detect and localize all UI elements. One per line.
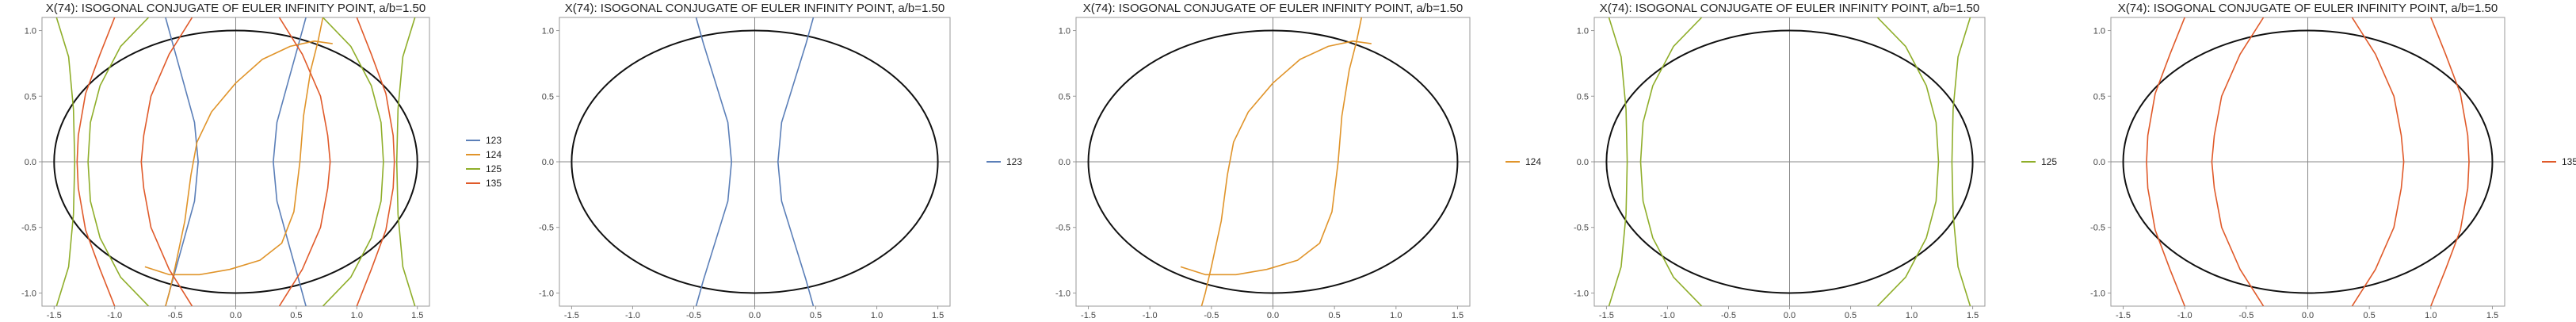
x-tick-label: 0.0: [1267, 311, 1279, 320]
x-tick-label: 1.5: [411, 311, 423, 320]
x-tick-label: -1.0: [1143, 311, 1158, 320]
chart-title: X(74): ISOGONAL CONJUGATE OF EULER INFIN…: [1600, 2, 1979, 15]
chart-panel-1: X(74): ISOGONAL CONJUGATE OF EULER INFIN…: [21, 2, 502, 320]
legend-label-124: 124: [1525, 156, 1541, 167]
x-tick-label: -1.5: [1081, 311, 1096, 320]
x-tick-label: -1.5: [47, 311, 62, 320]
x-tick-label: -1.0: [625, 311, 640, 320]
y-tick-label: 0.5: [2093, 92, 2105, 102]
chart-title: X(74): ISOGONAL CONJUGATE OF EULER INFIN…: [2118, 2, 2498, 15]
x-tick-label: 1.5: [1967, 311, 1979, 320]
y-tick-label: 1.0: [1059, 27, 1070, 36]
y-tick-label: 1.0: [2093, 27, 2105, 36]
x-tick-label: 0.0: [1784, 311, 1796, 320]
y-tick-label: 0.0: [1577, 158, 1589, 167]
y-tick-label: 0.0: [542, 158, 554, 167]
x-tick-label: 1.5: [932, 311, 944, 320]
series-124-curve-2: [1201, 41, 1371, 306]
y-tick-label: -0.5: [21, 224, 36, 233]
x-tick-label: -0.5: [1204, 311, 1219, 320]
y-tick-label: 0.0: [1059, 158, 1070, 167]
series-124-curve-1: [145, 17, 323, 274]
x-tick-label: 0.5: [810, 311, 822, 320]
legend-label-123: 123: [486, 135, 502, 146]
x-tick-label: 1.0: [871, 311, 883, 320]
y-tick-label: -1.0: [21, 289, 36, 298]
y-tick-label: -0.5: [1574, 224, 1589, 233]
y-tick-label: 1.0: [25, 27, 36, 36]
chart-panel-3: X(74): ISOGONAL CONJUGATE OF EULER INFIN…: [1055, 2, 1541, 320]
x-tick-label: -1.0: [107, 311, 122, 320]
x-tick-label: -0.5: [1721, 311, 1736, 320]
chart-panel-4: X(74): ISOGONAL CONJUGATE OF EULER INFIN…: [1574, 2, 2057, 320]
x-tick-label: -0.5: [2238, 311, 2254, 320]
x-tick-label: 0.0: [230, 311, 242, 320]
x-tick-label: 0.5: [1329, 311, 1341, 320]
x-tick-label: -1.0: [1660, 311, 1675, 320]
series-124-curve-2: [166, 41, 333, 306]
legend-label-135: 135: [486, 178, 502, 189]
y-tick-label: -0.5: [539, 224, 554, 233]
x-tick-label: -1.5: [2116, 311, 2131, 320]
y-tick-label: 0.5: [542, 92, 554, 102]
x-tick-label: 1.0: [351, 311, 363, 320]
chart-title: X(74): ISOGONAL CONJUGATE OF EULER INFIN…: [1083, 2, 1463, 15]
chart-title: X(74): ISOGONAL CONJUGATE OF EULER INFIN…: [565, 2, 945, 15]
y-tick-label: 0.5: [1577, 92, 1589, 102]
y-tick-label: -1.0: [1055, 289, 1070, 298]
y-tick-label: 0.0: [2093, 158, 2105, 167]
x-tick-label: -0.5: [168, 311, 183, 320]
y-tick-label: -1.0: [1574, 289, 1589, 298]
legend-label-125: 125: [486, 163, 502, 174]
x-tick-label: 1.5: [2486, 311, 2498, 320]
chart-panel-2: X(74): ISOGONAL CONJUGATE OF EULER INFIN…: [539, 2, 1022, 320]
y-tick-label: 1.0: [542, 27, 554, 36]
chart-panel-5: X(74): ISOGONAL CONJUGATE OF EULER INFIN…: [2090, 2, 2576, 320]
y-tick-label: -1.0: [539, 289, 554, 298]
y-tick-label: -1.0: [2090, 289, 2105, 298]
x-tick-label: -1.5: [1599, 311, 1614, 320]
legend-label-123: 123: [1006, 156, 1022, 167]
x-tick-label: 1.0: [2425, 311, 2437, 320]
x-tick-label: 0.0: [749, 311, 761, 320]
y-tick-label: 0.5: [1059, 92, 1070, 102]
x-tick-label: -1.5: [564, 311, 579, 320]
y-tick-label: 0.0: [25, 158, 36, 167]
x-tick-label: 0.5: [1845, 311, 1857, 320]
x-tick-label: 0.0: [2302, 311, 2314, 320]
y-tick-label: 0.5: [25, 92, 36, 102]
chart-title: X(74): ISOGONAL CONJUGATE OF EULER INFIN…: [46, 2, 426, 15]
x-tick-label: 1.0: [1906, 311, 1918, 320]
y-tick-label: -0.5: [1055, 224, 1070, 233]
x-tick-label: 0.5: [290, 311, 302, 320]
y-tick-label: -0.5: [2090, 224, 2105, 233]
x-tick-label: 1.0: [1390, 311, 1402, 320]
x-tick-label: 0.5: [2364, 311, 2376, 320]
x-tick-label: -1.0: [2177, 311, 2192, 320]
legend-label-125: 125: [2041, 156, 2057, 167]
x-tick-label: 1.5: [1452, 311, 1464, 320]
series-124-curve-1: [1181, 17, 1361, 274]
y-tick-label: 1.0: [1577, 27, 1589, 36]
x-tick-label: -0.5: [686, 311, 701, 320]
legend-label-135: 135: [2562, 156, 2576, 167]
legend-label-124: 124: [486, 149, 502, 160]
